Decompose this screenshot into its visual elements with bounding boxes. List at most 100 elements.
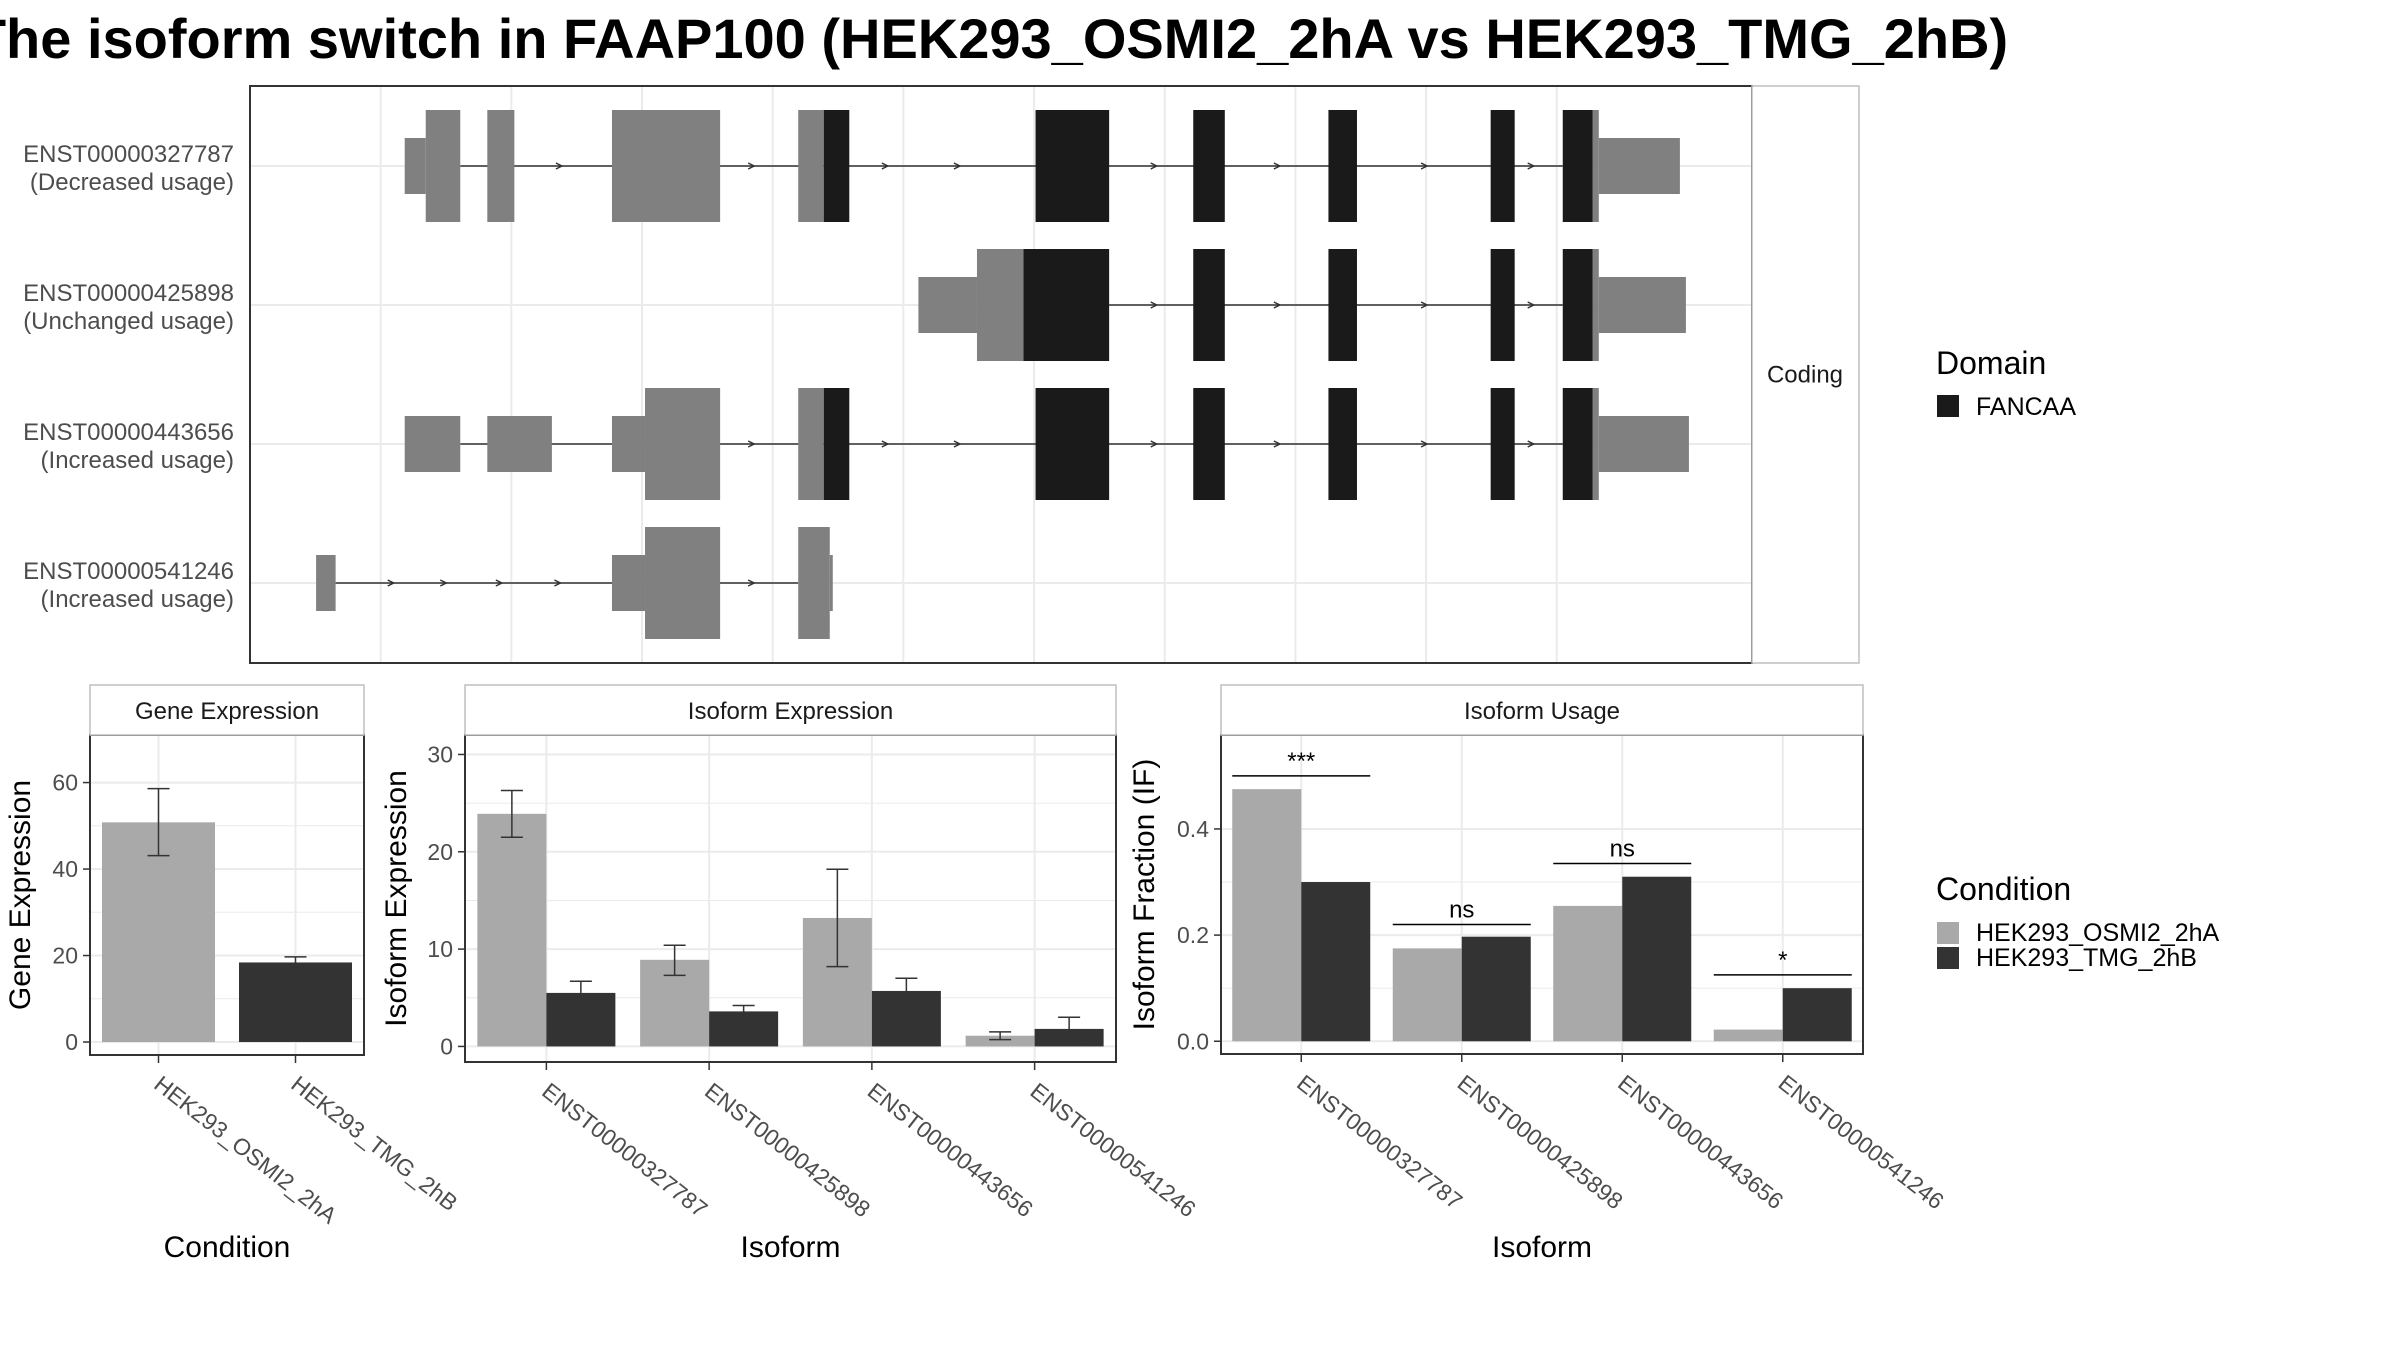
domain-exon	[1023, 249, 1110, 361]
utr-exon	[918, 277, 977, 333]
domain-exon	[1328, 388, 1357, 500]
x-axis-title: Isoform	[1492, 1231, 1592, 1264]
domain-exon	[1328, 110, 1357, 222]
intron-arrow	[1150, 301, 1159, 309]
bar	[1461, 936, 1531, 1042]
intron-arrow	[387, 579, 396, 587]
utr-exon	[316, 555, 336, 611]
utr-exon	[487, 416, 552, 472]
isoform-label-usage: (Unchanged usage)	[23, 308, 234, 335]
bar	[965, 1035, 1035, 1047]
utr-exon	[1598, 138, 1680, 194]
intron-arrow	[1527, 301, 1536, 309]
bar	[477, 813, 547, 1047]
figure-title: The isoform switch in FAAP100 (HEK293_OS…	[0, 7, 2008, 70]
utr-exon	[798, 110, 824, 222]
y-axis-title: Isoform Expression	[380, 770, 413, 1027]
domain-exon	[1490, 249, 1515, 361]
intron-arrow	[747, 579, 756, 587]
domain-exon	[1035, 388, 1110, 500]
bar	[1553, 905, 1623, 1042]
y-tick-label: 60	[52, 770, 78, 796]
intron-arrow	[439, 579, 448, 587]
utr-exon	[1598, 277, 1686, 333]
utr-exon	[404, 138, 426, 194]
domain-exon	[1193, 249, 1225, 361]
coding-strip-label: Coding	[1767, 362, 1843, 389]
domain-exon	[1562, 388, 1593, 500]
utr-exon	[611, 416, 646, 472]
y-axis-title: Isoform Fraction (IF)	[1128, 759, 1161, 1031]
y-tick-label: 40	[52, 856, 78, 882]
bar	[1713, 1029, 1783, 1042]
gene-structure-panel: ENST00000327787(Decreased usage) ENST0000…	[23, 85, 1860, 664]
domain-exon	[1490, 110, 1515, 222]
domain-legend-title: Domain	[1936, 345, 2046, 381]
intron-arrow	[1527, 162, 1536, 170]
utr-exon	[611, 555, 646, 611]
condition-legend-label: HEK293_TMG_2hB	[1976, 944, 2197, 972]
domain-exon	[1328, 249, 1357, 361]
x-axis-title: Condition	[164, 1231, 291, 1264]
utr-exon	[487, 110, 515, 222]
y-tick-label: 20	[52, 943, 78, 969]
bar	[1392, 948, 1462, 1042]
domain-legend-label: FANCAA	[1976, 393, 2076, 421]
significance-label: ns	[1449, 896, 1474, 923]
intron-arrow	[1150, 162, 1159, 170]
strip-label: Gene Expression	[135, 698, 319, 725]
intron-arrow	[953, 440, 962, 448]
condition-legend-title: Condition	[1936, 871, 2071, 907]
bar	[102, 822, 215, 1043]
intron-arrow	[747, 162, 756, 170]
domain-exon	[1193, 110, 1225, 222]
domain-exon	[1490, 388, 1515, 500]
bar	[1622, 876, 1692, 1042]
domain-exon	[1562, 110, 1593, 222]
condition-legend-key	[1937, 922, 1959, 944]
isoform-label-id: ENST00000327787	[23, 141, 234, 168]
utr-exon	[1598, 416, 1689, 472]
x-tick-label: ENST00000425898	[1453, 1069, 1628, 1214]
x-tick-label: ENST00000541246	[1774, 1069, 1949, 1214]
intron-arrow	[1273, 301, 1282, 309]
utr-exon	[798, 388, 824, 500]
isoform-label-usage: (Decreased usage)	[30, 169, 234, 196]
domain-exon	[1562, 249, 1593, 361]
bar	[1232, 789, 1302, 1042]
isoform-label-id: ENST00000541246	[23, 558, 234, 585]
y-tick-label: 10	[427, 936, 453, 962]
bar	[239, 962, 352, 1043]
significance-label: ***	[1287, 748, 1315, 775]
isoform-label-id: ENST00000425898	[23, 280, 234, 307]
strip-label: Isoform Expression	[688, 698, 893, 725]
intron-arrow	[1527, 440, 1536, 448]
domain-exon	[1193, 388, 1225, 500]
intron-arrow	[881, 440, 890, 448]
utr-exon	[1592, 388, 1599, 500]
utr-exon	[404, 416, 461, 472]
isoform-label-usage: (Increased usage)	[41, 447, 234, 474]
intron-arrow	[555, 162, 564, 170]
isoform-label-id: ENST00000443656	[23, 419, 234, 446]
x-tick-label: ENST00000327787	[1292, 1069, 1467, 1214]
intron-arrow	[495, 579, 504, 587]
intron-arrow	[953, 162, 962, 170]
intron-arrow	[1273, 440, 1282, 448]
x-tick-label: ENST00000443656	[863, 1077, 1038, 1222]
x-tick-label: ENST00000425898	[700, 1077, 875, 1222]
x-axis-title: Isoform	[740, 1231, 840, 1264]
utr-exon	[829, 555, 833, 611]
strip-box	[89, 684, 365, 736]
utr-exon	[1592, 110, 1599, 222]
condition-legend-label: HEK293_OSMI2_2hA	[1976, 919, 2220, 947]
domain-exon	[1035, 110, 1110, 222]
y-tick-label: 0.0	[1177, 1028, 1209, 1054]
intron-arrow	[747, 440, 756, 448]
significance-label: *	[1778, 947, 1787, 974]
isoform-expression-panel: 0 10 20 30 Isoform Expression ENST00000327787…	[380, 684, 1201, 1264]
intron-arrow	[1150, 440, 1159, 448]
y-tick-label: 20	[427, 839, 453, 865]
y-tick-label: 0	[65, 1029, 78, 1055]
